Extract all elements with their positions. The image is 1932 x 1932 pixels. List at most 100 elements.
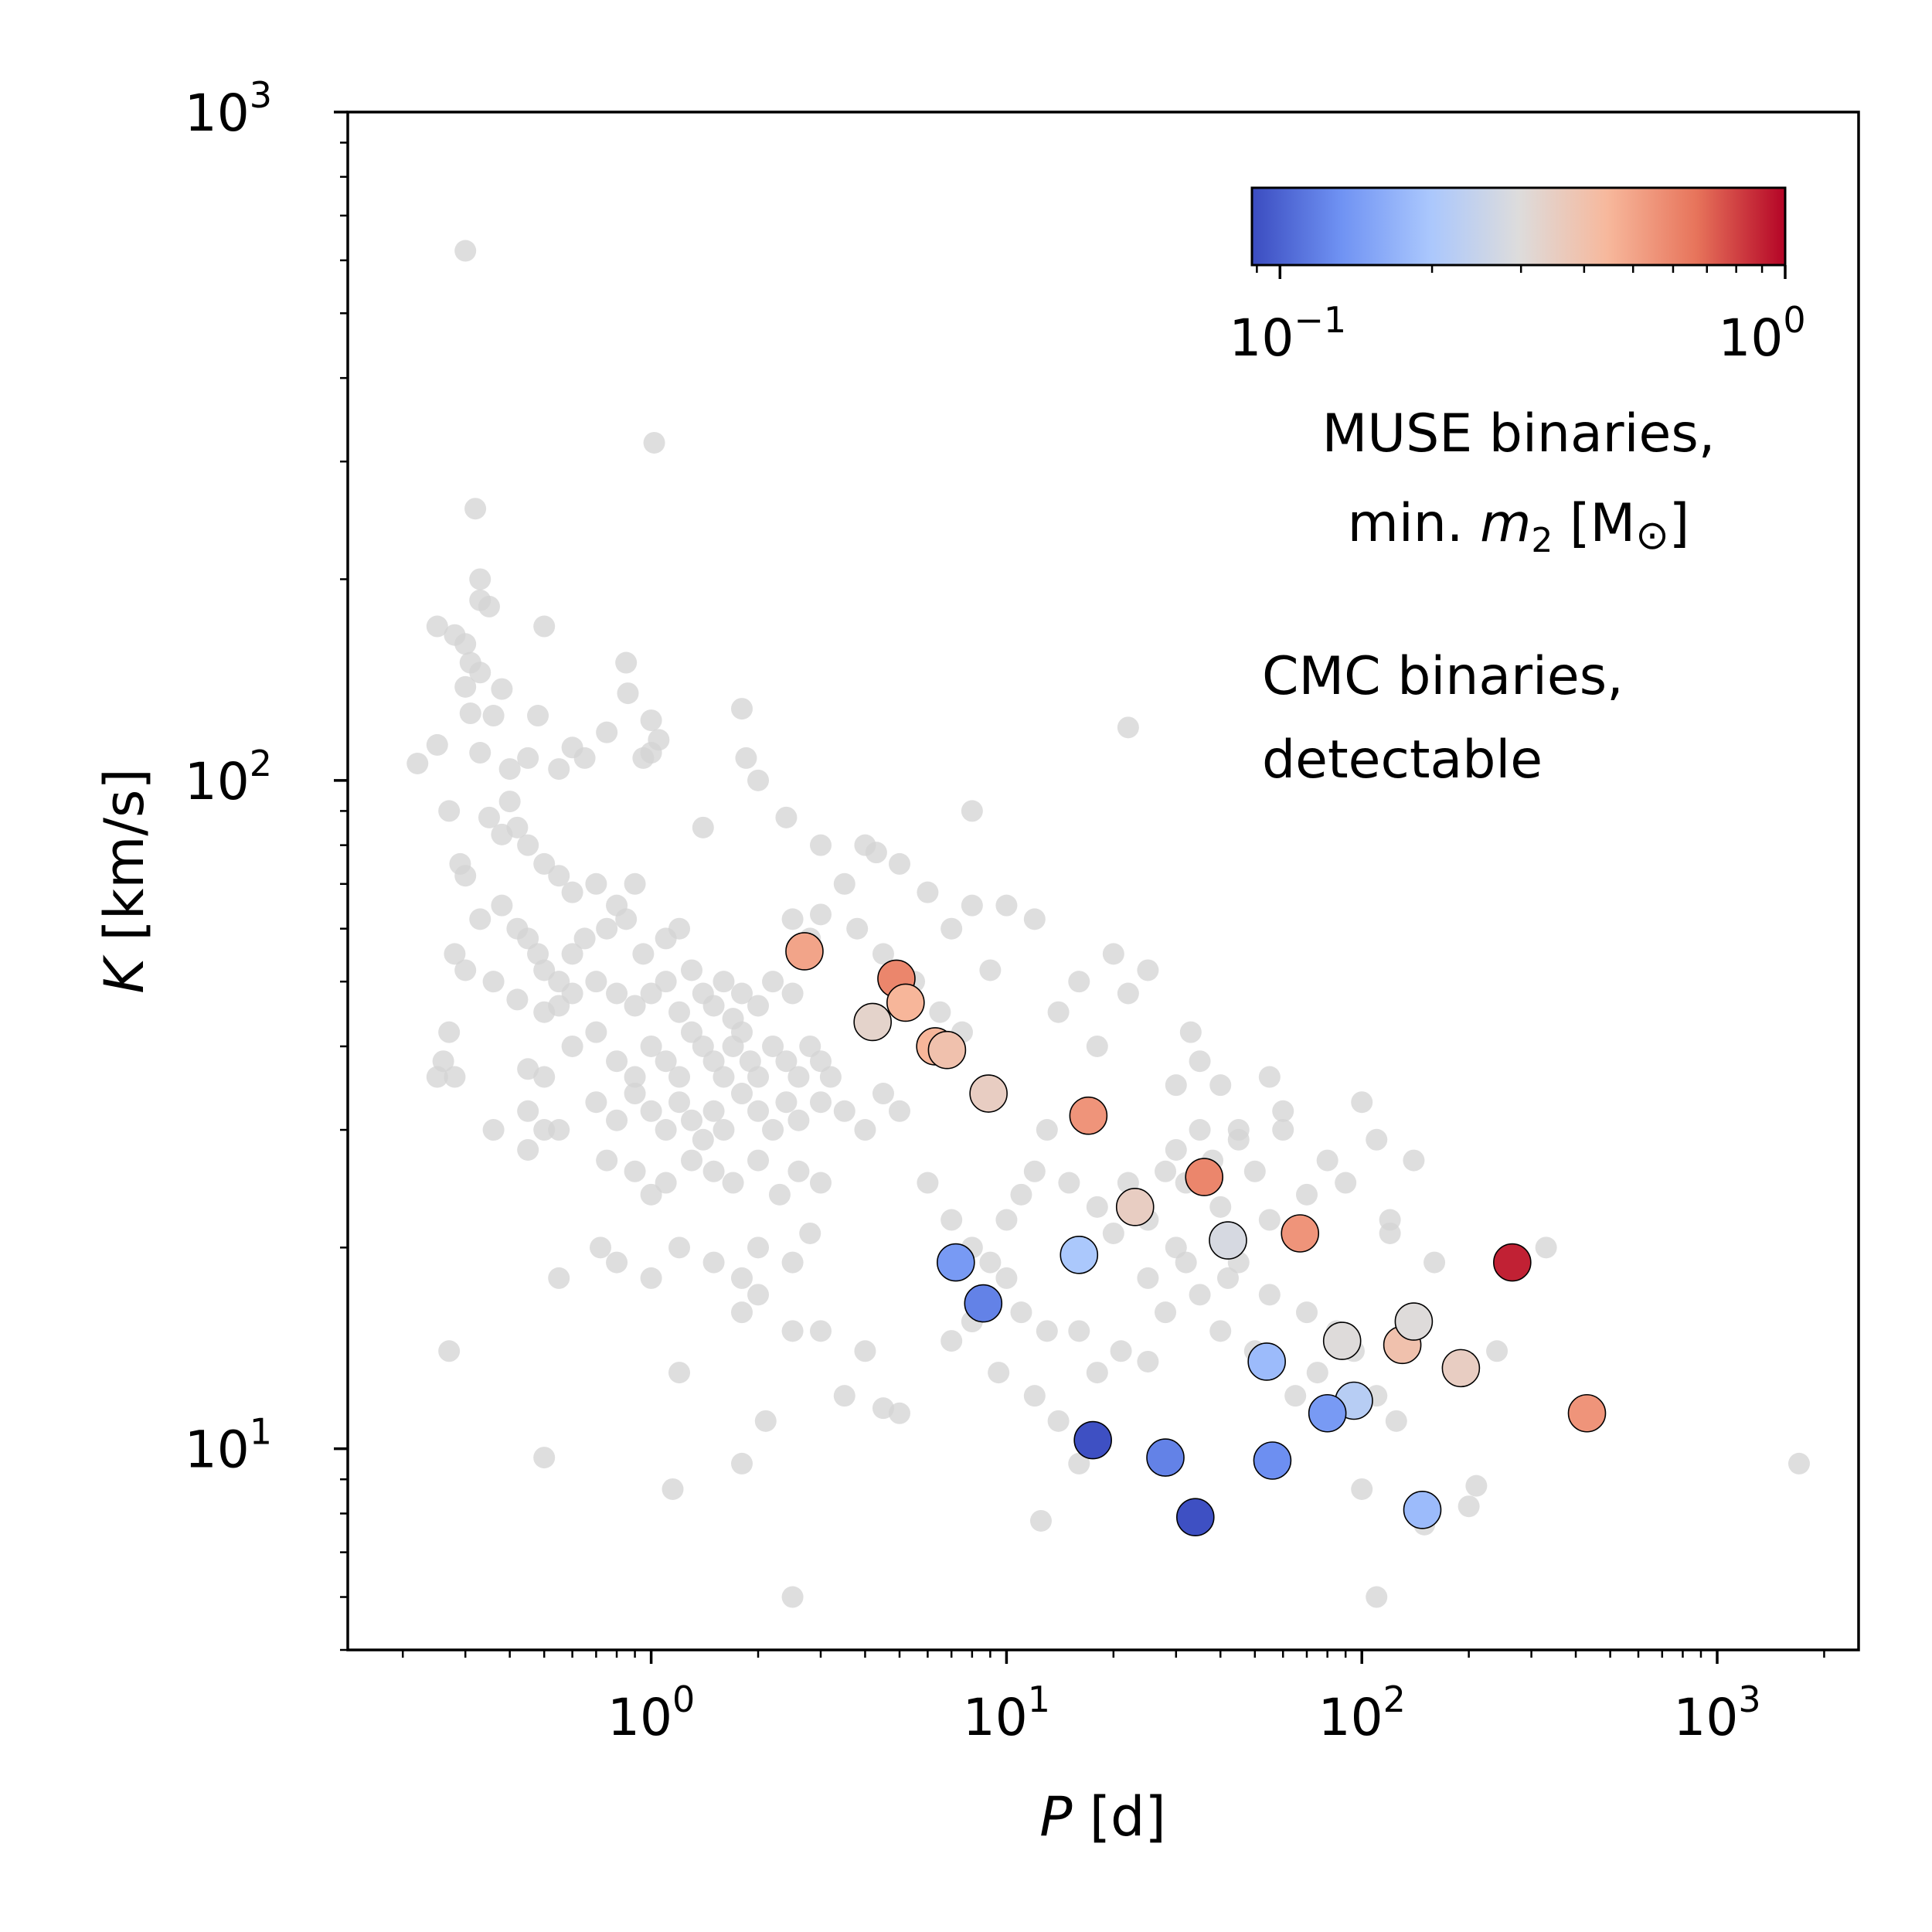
cmc-point: [454, 633, 477, 655]
muse-point: [886, 983, 925, 1022]
cmc-point: [668, 1362, 691, 1384]
cmc-point: [517, 747, 539, 769]
cmc-point: [787, 1109, 810, 1131]
cmc-point: [762, 1119, 784, 1141]
cmc-point: [995, 894, 1018, 917]
muse-point: [1253, 1441, 1292, 1480]
muse-point: [1073, 1420, 1112, 1460]
cmc-point: [730, 1452, 753, 1475]
cmc-point: [1036, 1119, 1058, 1141]
cmc-point: [809, 1172, 832, 1194]
cmc-point: [668, 917, 691, 940]
cmc-point: [730, 982, 753, 1005]
cmc-point: [527, 943, 549, 965]
colorbar: [1250, 186, 1787, 267]
cmc-point: [1366, 1586, 1388, 1608]
cmc-point: [1227, 1119, 1250, 1141]
cmc-point: [809, 834, 832, 856]
cmc-point: [517, 1100, 539, 1122]
cmc-point: [929, 1001, 951, 1023]
cmc-point: [940, 917, 963, 940]
cmc-point: [781, 1251, 804, 1274]
cmc-point: [1258, 1209, 1281, 1231]
cmc-point: [596, 721, 618, 743]
cmc-point: [444, 1066, 466, 1088]
cmc-point: [561, 1035, 583, 1057]
cmc-point: [573, 927, 596, 950]
cmc-point: [640, 1183, 662, 1206]
muse-point: [969, 1074, 1008, 1113]
legend-muse-line1: MUSE binaries,: [1322, 403, 1716, 464]
cmc-point: [1189, 1284, 1211, 1306]
cmc-point: [1209, 1196, 1232, 1218]
cmc-point: [961, 894, 983, 917]
cmc-point: [606, 1109, 628, 1131]
cmc-point: [624, 1066, 646, 1088]
cmc-point: [469, 568, 492, 590]
cmc-point: [573, 747, 596, 769]
plot-frame: [346, 111, 1860, 1651]
cmc-point: [730, 1021, 753, 1043]
cmc-point: [482, 971, 505, 993]
cmc-point: [1165, 1074, 1187, 1097]
cmc-point: [459, 702, 481, 725]
muse-point: [1069, 1096, 1108, 1135]
cmc-point: [917, 881, 939, 903]
cmc-point: [995, 1267, 1018, 1289]
y-axis: 101 102 103: [185, 74, 348, 1651]
cmc-point: [1385, 1410, 1407, 1432]
cmc-point: [491, 678, 513, 700]
cmc-point: [747, 1236, 770, 1259]
cmc-point: [787, 1066, 810, 1088]
cmc-point: [702, 995, 725, 1017]
cmc-point: [833, 1100, 855, 1122]
cmc-point: [1243, 1160, 1266, 1182]
muse-point: [1493, 1243, 1532, 1282]
cmc-point: [940, 1209, 963, 1231]
cmc-point: [668, 1236, 691, 1259]
cmc-point: [643, 431, 665, 454]
cmc-point: [854, 1119, 876, 1141]
cmc-point: [713, 1066, 735, 1088]
cmc-point: [1458, 1495, 1480, 1518]
cmc-point: [615, 908, 638, 930]
cmc-point: [730, 1301, 753, 1324]
cmc-point: [809, 1091, 832, 1114]
cmc-point: [1272, 1100, 1294, 1122]
cmc-point: [1047, 1001, 1070, 1023]
cmc-point: [747, 1149, 770, 1172]
cmc-point: [517, 1058, 539, 1080]
cmc-point: [722, 1172, 744, 1194]
cmc-point: [548, 1267, 570, 1289]
cmc-point: [1023, 1160, 1046, 1182]
cmc-point: [713, 1119, 735, 1141]
colorbar-tick-label: 10−1: [1229, 299, 1346, 368]
cmc-point: [517, 927, 539, 950]
cmc-point: [854, 1340, 876, 1362]
cmc-point: [1068, 1452, 1090, 1475]
cmc-point: [438, 1021, 461, 1043]
cmc-point: [1086, 1362, 1108, 1384]
cmc-point: [775, 1091, 798, 1114]
cmc-point: [1465, 1475, 1488, 1497]
muse-point: [1115, 1188, 1155, 1226]
cmc-point: [1351, 1091, 1373, 1114]
y-axis-label: K [km/s]: [93, 768, 156, 994]
cmc-point: [692, 1035, 714, 1057]
cmc-point: [692, 1128, 714, 1151]
cmc-point: [775, 806, 798, 828]
cmc-point: [590, 1236, 612, 1259]
cmc-point: [506, 988, 529, 1011]
cmc-point: [1189, 1050, 1211, 1073]
cmc-point: [1137, 959, 1159, 981]
cmc-point: [1189, 1119, 1211, 1141]
cmc-point: [640, 709, 662, 732]
cmc-point: [1535, 1236, 1557, 1259]
cmc-point: [1379, 1222, 1401, 1244]
cmc-point: [747, 995, 770, 1017]
cmc-point: [1179, 1021, 1202, 1043]
cmc-point: [585, 971, 607, 993]
cmc-point: [872, 943, 894, 965]
cmc-point: [781, 908, 804, 930]
cmc-point: [606, 1251, 628, 1274]
